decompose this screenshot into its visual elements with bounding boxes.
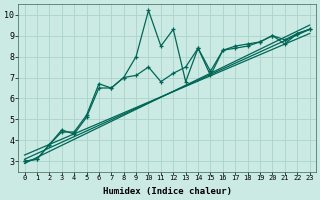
X-axis label: Humidex (Indice chaleur): Humidex (Indice chaleur) [103, 187, 232, 196]
